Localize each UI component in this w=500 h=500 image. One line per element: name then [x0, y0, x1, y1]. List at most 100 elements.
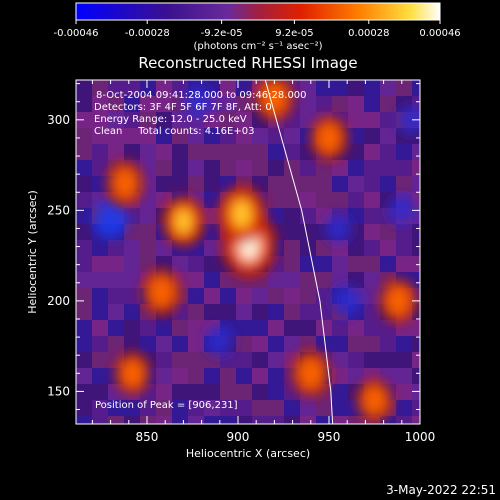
texture-cell — [156, 80, 172, 96]
x-axis-label: Heliocentric X (arcsec) — [186, 447, 310, 460]
texture-cell — [172, 368, 188, 384]
texture-cell — [412, 176, 420, 192]
colorbar-ticks: -0.00046 -0.00028 -9.2e-05 9.2e-05 0.00028 0.… — [54, 20, 461, 39]
texture-cell — [204, 368, 220, 384]
texture-cell — [124, 224, 140, 240]
texture-cell — [156, 112, 172, 128]
plot-area: 850 900 950 1000 150 200 250 300 — [47, 79, 435, 444]
texture-cell — [396, 320, 412, 336]
texture-cell — [140, 208, 156, 224]
texture-cell — [92, 288, 108, 304]
texture-cell — [92, 352, 108, 368]
texture-cell — [188, 176, 204, 192]
peak-position-label: Position of Peak = [906,231] — [95, 400, 238, 411]
texture-cell — [188, 416, 204, 424]
texture-cell — [300, 272, 316, 288]
texture-cell — [348, 80, 364, 96]
texture-cell — [92, 400, 108, 416]
texture-cell — [300, 240, 316, 256]
texture-cell — [108, 304, 124, 320]
texture-cell — [188, 400, 204, 416]
texture-cell — [364, 160, 380, 176]
texture-cell — [268, 288, 284, 304]
texture-cell — [284, 224, 300, 240]
texture-cell — [204, 256, 220, 272]
texture-cell — [380, 336, 396, 352]
texture-cell — [140, 416, 156, 424]
texture-cell — [76, 160, 92, 176]
texture-cell — [252, 160, 268, 176]
texture-cell — [236, 80, 252, 96]
texture-cell — [76, 192, 92, 208]
texture-cell — [236, 304, 252, 320]
texture-cell — [268, 192, 284, 208]
texture-cell — [348, 336, 364, 352]
texture-cell — [108, 144, 124, 160]
texture-cell — [332, 272, 348, 288]
texture-cell — [92, 176, 108, 192]
texture-cell — [316, 80, 332, 96]
texture-cell — [220, 304, 236, 320]
texture-cell — [380, 368, 396, 384]
texture-cell — [348, 208, 364, 224]
x-tick-label: 950 — [318, 430, 341, 444]
texture-cell — [300, 288, 316, 304]
texture-cell — [140, 80, 156, 96]
texture-cell — [76, 80, 92, 96]
texture-cell — [236, 320, 252, 336]
texture-cell — [348, 272, 364, 288]
texture-cell — [76, 176, 92, 192]
colorbar-tick-label: -0.00028 — [125, 28, 170, 39]
hot-spot-mid — [385, 285, 411, 317]
texture-cell — [76, 96, 92, 112]
texture-cell — [348, 352, 364, 368]
texture-cell — [364, 256, 380, 272]
info-detectors: Detectors: 3F 4F 5F 6F 7F 8F, Att: 0 — [94, 102, 272, 113]
texture-cell — [284, 416, 300, 424]
texture-cell — [172, 80, 188, 96]
texture-cell — [220, 400, 236, 416]
texture-cell — [268, 352, 284, 368]
texture-cell — [284, 176, 300, 192]
texture-cell — [188, 320, 204, 336]
texture-cell — [316, 336, 332, 352]
texture-cell — [92, 144, 108, 160]
cold-spot — [206, 325, 234, 356]
axis-ticks: 850 900 950 1000 150 200 250 300 — [47, 80, 435, 444]
texture-cell — [236, 160, 252, 176]
colorbar-tick-label: 0.00046 — [419, 28, 460, 39]
texture-cell — [252, 288, 268, 304]
texture-cell — [412, 160, 420, 176]
cold-spot — [397, 105, 420, 134]
texture-cell — [220, 80, 236, 96]
texture-cell — [236, 352, 252, 368]
y-tick-label: 200 — [47, 294, 70, 308]
texture-cell — [348, 128, 364, 144]
texture-cell — [156, 320, 172, 336]
texture-cell — [348, 112, 364, 128]
texture-cell — [236, 288, 252, 304]
texture-cell — [156, 352, 172, 368]
texture-cell — [140, 160, 156, 176]
texture-cell — [316, 320, 332, 336]
texture-cell — [108, 96, 124, 112]
texture-cell — [92, 128, 108, 144]
texture-cell — [268, 416, 284, 424]
texture-cell — [348, 176, 364, 192]
texture-cell — [284, 208, 300, 224]
texture-cell — [140, 128, 156, 144]
texture-cell — [364, 224, 380, 240]
texture-cell — [348, 416, 364, 424]
texture-cell — [124, 208, 140, 224]
texture-cell — [300, 400, 316, 416]
texture-cell — [364, 352, 380, 368]
texture-cell — [76, 416, 92, 424]
texture-cell — [316, 160, 332, 176]
texture-cell — [204, 176, 220, 192]
texture-cell — [204, 192, 220, 208]
texture-cell — [236, 368, 252, 384]
texture-cell — [316, 192, 332, 208]
texture-cell — [220, 272, 236, 288]
texture-cell — [124, 128, 140, 144]
texture-cell — [156, 368, 172, 384]
